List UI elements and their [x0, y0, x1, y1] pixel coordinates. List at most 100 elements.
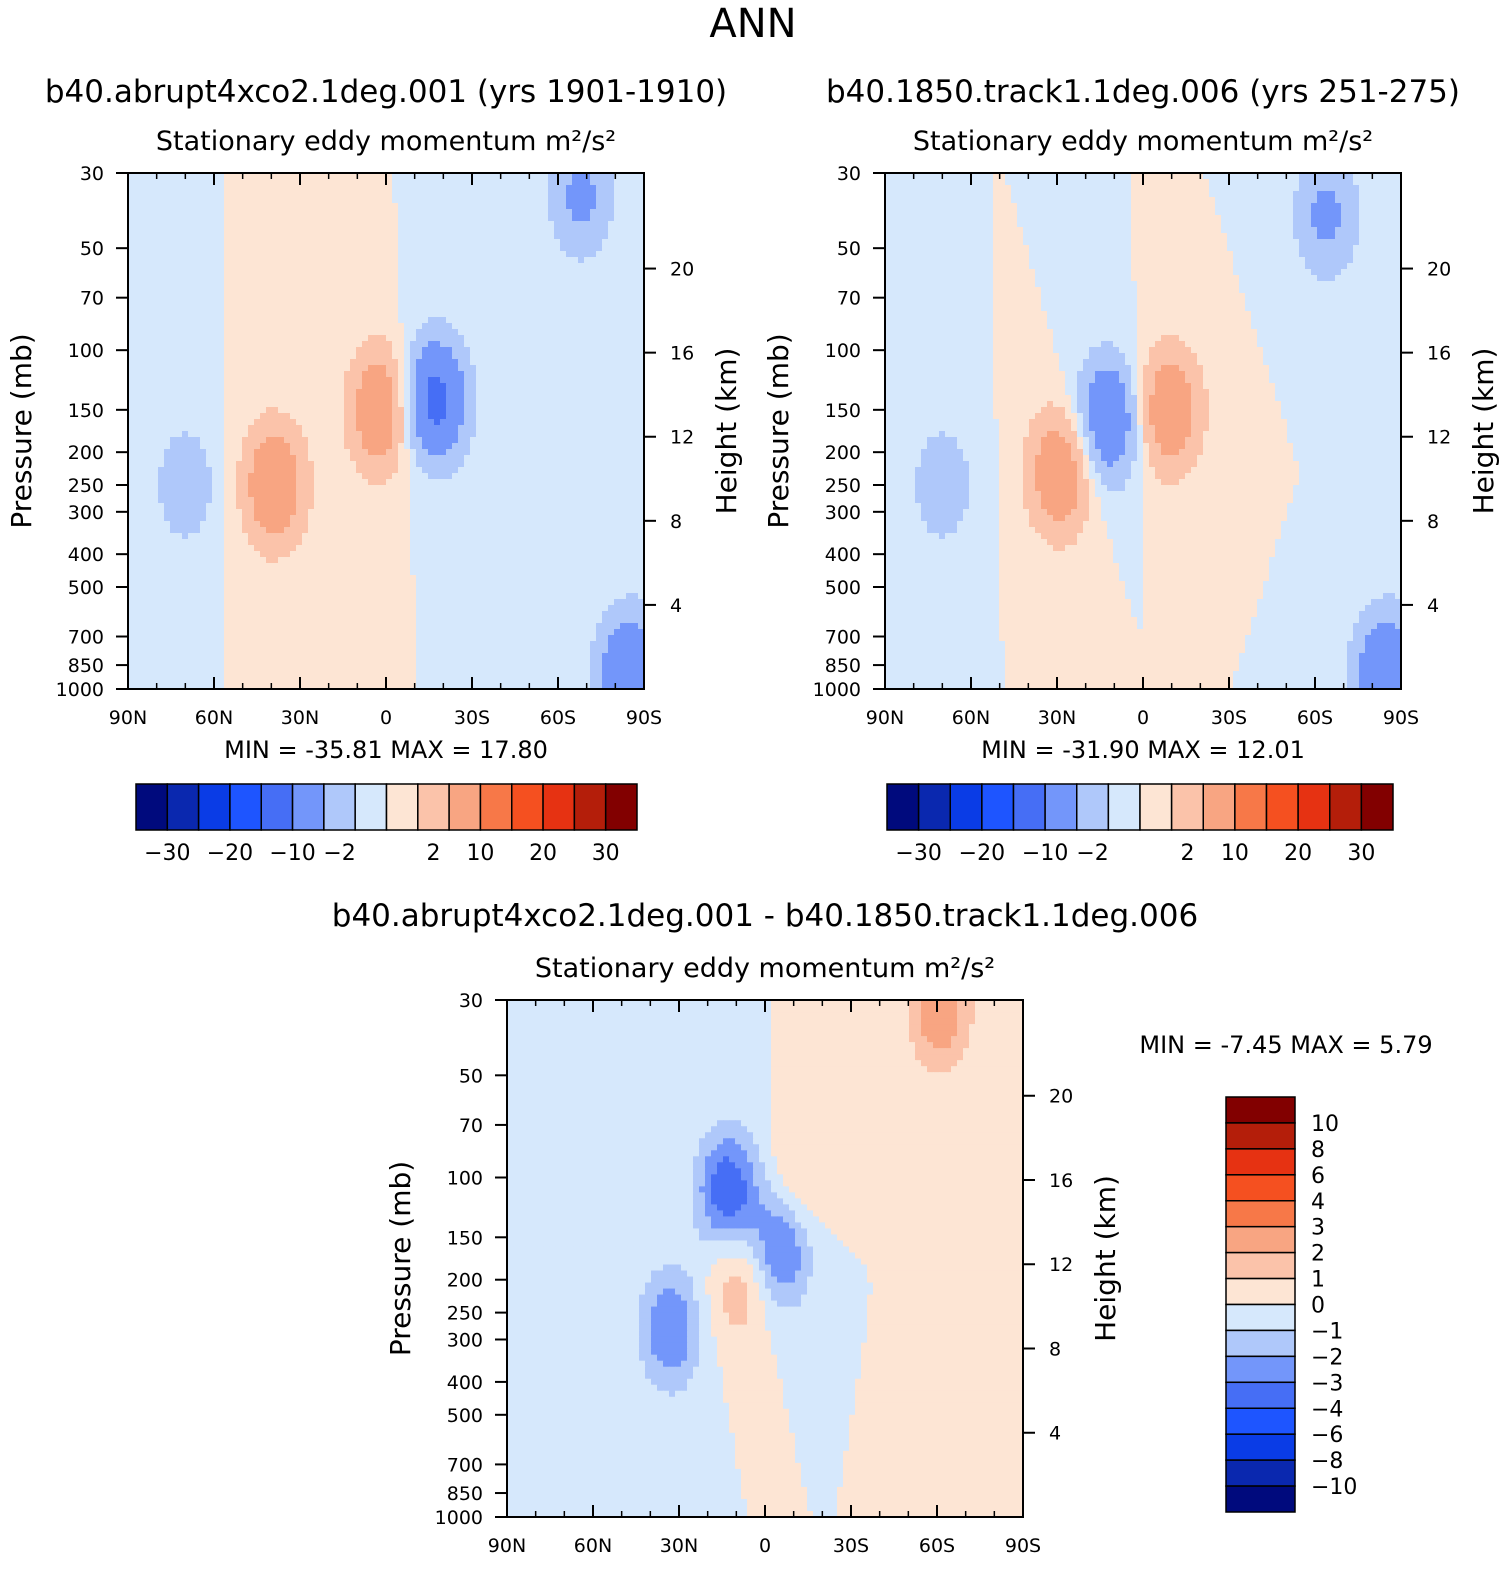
- contour-cell: [572, 251, 579, 258]
- contour-cell: [206, 449, 213, 456]
- contour-cell: [266, 221, 273, 228]
- contour-cell: [524, 329, 531, 336]
- contour-cell: [308, 383, 315, 390]
- contour-cell: [602, 191, 609, 198]
- contour-cell: [338, 239, 345, 246]
- contour-cell: [314, 323, 321, 330]
- contour-cell: [392, 197, 399, 204]
- contour-cell: [494, 209, 501, 216]
- contour-cell: [476, 353, 483, 360]
- contour-cell: [416, 473, 423, 480]
- contour-cell: [254, 203, 261, 210]
- contour-cell: [392, 173, 399, 180]
- contour-cell: [380, 515, 387, 522]
- contour-cell: [206, 491, 213, 498]
- contour-cell: [524, 203, 531, 210]
- contour-cell: [416, 377, 423, 384]
- contour-cell: [326, 191, 333, 198]
- contour-cell: [488, 437, 495, 444]
- contour-cell: [596, 275, 603, 282]
- contour-cell: [584, 473, 591, 480]
- contour-cell: [260, 329, 267, 336]
- contour-cell: [326, 245, 333, 252]
- contour-cell: [326, 401, 333, 408]
- contour-cell: [314, 503, 321, 510]
- contour-cell: [170, 179, 177, 186]
- contour-cell: [380, 293, 387, 300]
- contour-cell: [440, 275, 447, 282]
- contour-cell: [398, 173, 405, 180]
- contour-cell: [566, 287, 573, 294]
- contour-cell: [464, 473, 471, 480]
- contour-cell: [158, 335, 165, 342]
- contour-cell: [578, 203, 585, 210]
- contour-cell: [242, 185, 249, 192]
- contour-cell: [134, 221, 141, 228]
- contour-cell: [290, 209, 297, 216]
- contour-cell: [254, 479, 261, 486]
- contour-cell: [452, 251, 459, 258]
- contour-cell: [542, 347, 549, 354]
- contour-cell: [392, 215, 399, 222]
- contour-cell: [386, 347, 393, 354]
- contour-cell: [260, 485, 267, 492]
- contour-cell: [152, 233, 159, 240]
- contour-cell: [410, 359, 417, 366]
- contour-cell: [326, 263, 333, 270]
- contour-cell: [530, 179, 537, 186]
- contour-cell: [506, 227, 513, 234]
- contour-cell: [350, 179, 357, 186]
- contour-cell: [224, 365, 231, 372]
- contour-cell: [332, 215, 339, 222]
- contour-cell: [344, 239, 351, 246]
- contour-cell: [500, 185, 507, 192]
- contour-cell: [278, 251, 285, 258]
- contour-cell: [542, 281, 549, 288]
- contour-cell: [182, 305, 189, 312]
- contour-cell: [470, 257, 477, 264]
- contour-cell: [578, 209, 585, 216]
- contour-cell: [584, 347, 591, 354]
- contour-cell: [428, 173, 435, 180]
- contour-cell: [560, 383, 567, 390]
- contour-cell: [350, 215, 357, 222]
- contour-cell: [302, 365, 309, 372]
- contour-cell: [566, 467, 573, 474]
- contour-cell: [530, 413, 537, 420]
- contour-cell: [206, 245, 213, 252]
- contour-cell: [296, 227, 303, 234]
- contour-cell: [236, 437, 243, 444]
- contour-cell: [584, 239, 591, 246]
- contour-cell: [482, 287, 489, 294]
- contour-cell: [452, 515, 459, 522]
- contour-cell: [590, 233, 597, 240]
- contour-cell: [230, 239, 237, 246]
- contour-cell: [632, 395, 639, 402]
- contour-cell: [140, 473, 147, 480]
- contour-cell: [134, 449, 141, 456]
- contour-cell: [368, 389, 375, 396]
- contour-cell: [272, 293, 279, 300]
- contour-cell: [446, 317, 453, 324]
- contour-cell: [488, 179, 495, 186]
- contour-cell: [344, 413, 351, 420]
- contour-cell: [476, 263, 483, 270]
- contour-cell: [548, 233, 555, 240]
- contour-cell: [260, 431, 267, 438]
- contour-cell: [476, 251, 483, 258]
- contour-cell: [230, 425, 237, 432]
- contour-cell: [548, 179, 555, 186]
- contour-cell: [374, 287, 381, 294]
- contour-cell: [548, 239, 555, 246]
- contour-cell: [278, 299, 285, 306]
- contour-cell: [506, 173, 513, 180]
- contour-cell: [536, 437, 543, 444]
- contour-cell: [470, 287, 477, 294]
- contour-cell: [512, 305, 519, 312]
- contour-cell: [386, 287, 393, 294]
- contour-cell: [206, 371, 213, 378]
- contour-cell: [602, 341, 609, 348]
- contour-cell: [602, 431, 609, 438]
- contour-cell: [170, 317, 177, 324]
- contour-cell: [362, 413, 369, 420]
